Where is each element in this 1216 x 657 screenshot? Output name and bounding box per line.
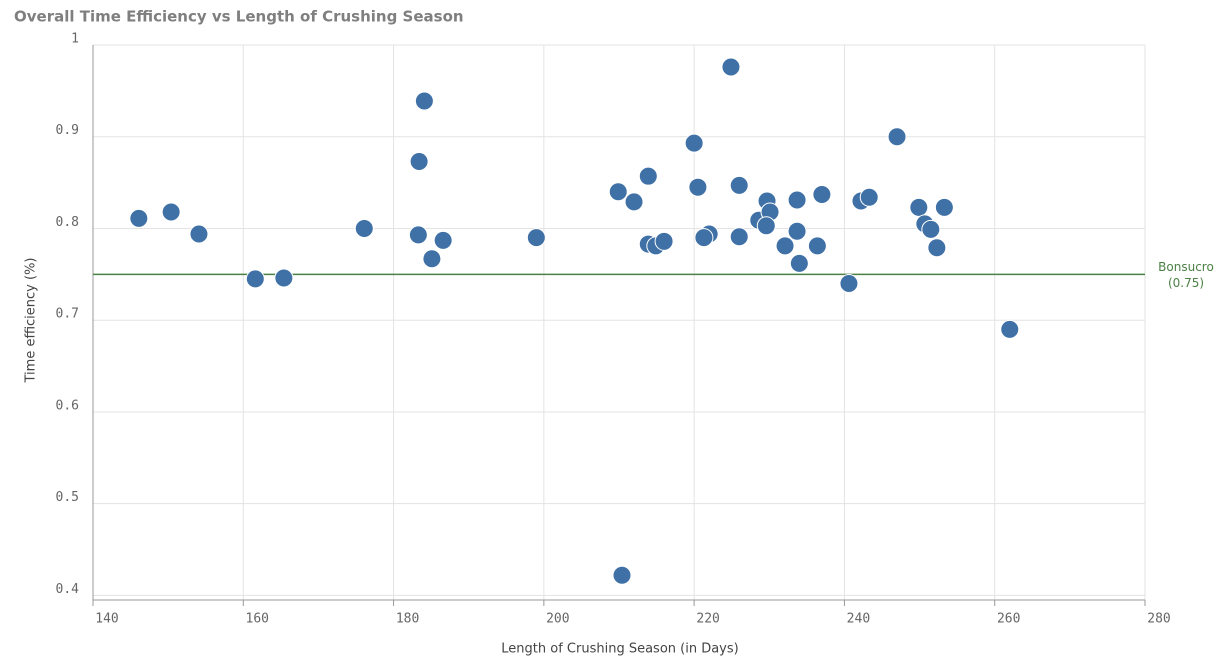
point	[684, 133, 704, 153]
point	[756, 216, 776, 236]
point	[526, 228, 546, 248]
x-tick-label: 240	[847, 612, 870, 627]
y-tick-label: 0.9	[56, 123, 79, 138]
point	[654, 231, 674, 251]
x-tick-label: 260	[997, 612, 1020, 627]
point	[433, 230, 453, 250]
point	[612, 565, 632, 585]
point	[408, 225, 428, 245]
x-tick-label: 160	[246, 612, 269, 627]
x-axis-label: Length of Crushing Season (in Days)	[501, 642, 738, 657]
chart-title: Overall Time Efficiency vs Length of Cru…	[14, 8, 464, 26]
point	[245, 269, 265, 289]
point	[409, 152, 429, 172]
y-tick-label: 0.6	[56, 398, 79, 413]
point	[354, 218, 374, 238]
point	[688, 177, 708, 197]
point	[807, 236, 827, 256]
point	[721, 57, 741, 77]
y-tick-label: 0.8	[56, 215, 79, 230]
point	[909, 197, 929, 217]
point	[422, 249, 442, 269]
x-tick-label: 200	[546, 612, 569, 627]
point	[129, 208, 149, 228]
x-tick-label: 280	[1147, 612, 1170, 627]
point	[812, 185, 832, 205]
y-tick-label: 0.4	[56, 582, 80, 597]
point	[921, 219, 941, 239]
point	[787, 221, 807, 241]
point	[934, 197, 954, 217]
point	[608, 182, 628, 202]
point	[161, 202, 181, 222]
point	[694, 228, 714, 248]
y-tick-label: 1	[71, 32, 79, 47]
point	[887, 127, 907, 147]
point	[638, 166, 658, 186]
x-tick-label: 180	[396, 612, 419, 627]
point	[414, 91, 434, 111]
point	[624, 192, 644, 212]
point	[789, 253, 809, 273]
point	[775, 236, 795, 256]
point	[274, 268, 294, 288]
point	[729, 175, 749, 195]
point	[787, 190, 807, 210]
reference-value-label: (0.75)	[1168, 276, 1204, 290]
x-tick-label: 140	[95, 612, 118, 627]
reference-label: Bonsucro	[1158, 260, 1214, 274]
x-tick-label: 220	[696, 612, 719, 627]
y-tick-label: 0.7	[56, 307, 79, 322]
y-tick-label: 0.5	[56, 490, 79, 505]
point	[859, 187, 879, 207]
point	[1000, 319, 1020, 339]
point	[729, 227, 749, 247]
y-axis-label: Time efficiency (%)	[24, 258, 39, 384]
point	[839, 274, 859, 294]
point	[189, 224, 209, 244]
point	[927, 238, 947, 258]
